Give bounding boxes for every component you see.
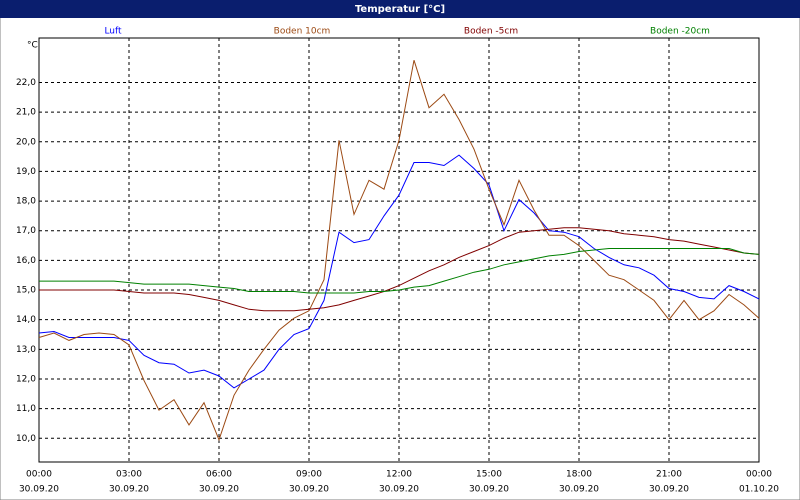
x-tick-date: 30.09.20 <box>19 485 59 495</box>
y-tick-label: 15,0 <box>16 286 36 296</box>
x-tick-date: 30.09.20 <box>559 485 599 495</box>
legend-entry: Luft <box>104 27 122 37</box>
y-tick-label: 12,0 <box>16 374 36 384</box>
y-tick-label: 11,0 <box>16 404 36 414</box>
x-tick-label: 00:00 <box>26 470 52 480</box>
x-tick-label: 12:00 <box>386 470 412 480</box>
title-bar <box>0 0 800 18</box>
x-tick-label: 21:00 <box>656 470 682 480</box>
y-axis-label: °C <box>27 41 38 51</box>
y-tick-label: 16,0 <box>16 256 36 266</box>
y-tick-label: 13,0 <box>16 345 36 355</box>
legend-entry: Boden 10cm <box>274 27 331 37</box>
y-tick-label: 21,0 <box>16 108 36 118</box>
y-tick-label: 20,0 <box>16 137 36 147</box>
y-tick-label: 19,0 <box>16 167 36 177</box>
x-tick-label: 15:00 <box>476 470 502 480</box>
x-tick-label: 09:00 <box>296 470 322 480</box>
x-tick-date: 30.09.20 <box>109 485 149 495</box>
x-tick-label: 06:00 <box>206 470 232 480</box>
chart-title: Temperatur [°C] <box>355 4 445 15</box>
x-tick-date: 30.09.20 <box>379 485 419 495</box>
x-tick-label: 03:00 <box>116 470 142 480</box>
y-tick-label: 14,0 <box>16 315 36 325</box>
x-tick-date: 30.09.20 <box>469 485 509 495</box>
series-line <box>38 154 760 389</box>
y-tick-label: 17,0 <box>16 226 36 236</box>
series-line <box>39 227 760 312</box>
legend-entry: Boden -5cm <box>464 27 518 37</box>
x-tick-date: 30.09.20 <box>199 485 239 495</box>
y-tick-label: 22,0 <box>16 78 36 88</box>
series-line <box>38 60 760 442</box>
x-tick-label: 00:00 <box>746 470 772 480</box>
legend-entry: Boden -20cm <box>650 27 710 37</box>
series-line <box>39 248 760 294</box>
y-tick-label: 10,0 <box>16 434 36 444</box>
plot-frame <box>38 37 760 463</box>
x-tick-date: 01.10.20 <box>739 485 779 495</box>
y-tick-label: 18,0 <box>16 197 36 207</box>
x-tick-label: 18:00 <box>566 470 592 480</box>
x-tick-date: 30.09.20 <box>649 485 689 495</box>
x-tick-date: 30.09.20 <box>289 485 329 495</box>
